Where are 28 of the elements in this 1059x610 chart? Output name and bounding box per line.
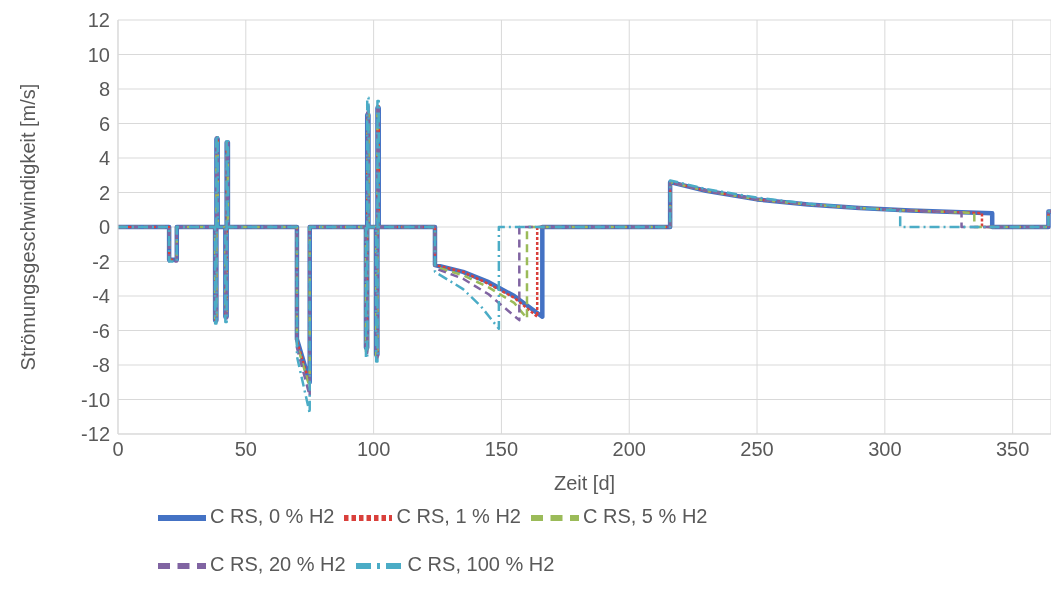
y-tick-label: -2 xyxy=(92,250,110,273)
y-tick-label: 2 xyxy=(98,181,110,204)
x-tick-label: 200 xyxy=(612,438,646,461)
y-tick-label: -6 xyxy=(92,319,110,342)
legend-label: C RS, 100 % H2 xyxy=(407,553,555,576)
y-tick-label: -10 xyxy=(81,388,110,411)
y-tick-label: 10 xyxy=(87,43,110,66)
x-tick-label: 0 xyxy=(112,438,124,461)
y-tick-label: -12 xyxy=(81,423,110,446)
x-tick-label: 50 xyxy=(234,438,257,461)
x-tick-label: 350 xyxy=(995,438,1030,461)
y-axis-title: Strömungsgeschwindigkeit [m/s] xyxy=(17,83,40,371)
x-tick-label: 250 xyxy=(740,438,774,461)
y-tick-label: 12 xyxy=(87,9,110,32)
legend-label: C RS, 5 % H2 xyxy=(582,505,708,528)
y-tick-label: -8 xyxy=(92,354,110,377)
y-tick-label: 0 xyxy=(98,216,110,239)
x-axis-title: Zeit [d] xyxy=(553,472,616,494)
y-tick-label: 8 xyxy=(98,78,110,101)
x-tick-label: 100 xyxy=(356,438,391,461)
x-tick-label: 300 xyxy=(868,438,902,461)
y-tick-label: 4 xyxy=(98,147,110,170)
y-tick-label: 6 xyxy=(98,112,110,135)
x-tick-label: 150 xyxy=(484,438,519,461)
y-tick-label: -4 xyxy=(92,285,110,308)
legend-label: C RS, 20 % H2 xyxy=(210,553,346,576)
legend-label: C RS, 1 % H2 xyxy=(396,505,521,528)
legend-label: C RS, 0 % H2 xyxy=(210,505,335,528)
